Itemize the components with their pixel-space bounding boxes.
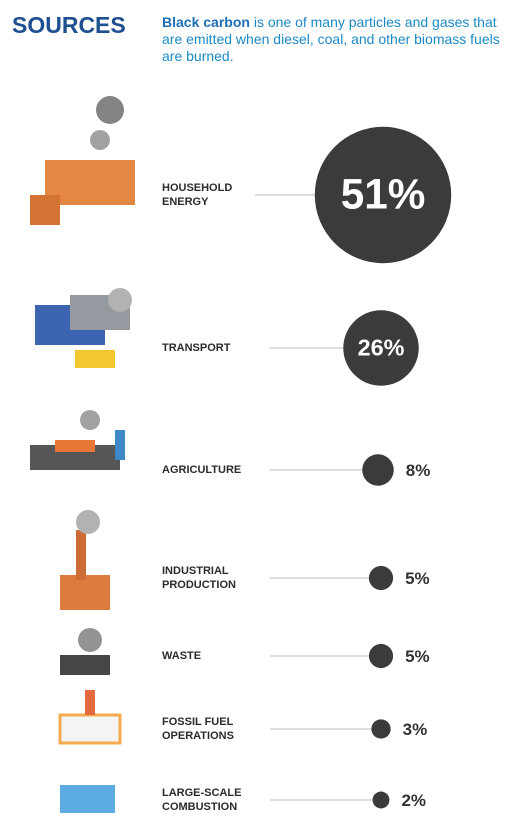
value-label: 26%	[358, 335, 405, 361]
category-label: FOSSIL FUEL OPERATIONS	[162, 716, 234, 742]
category-label: AGRICULTURE	[162, 464, 242, 476]
bubble	[368, 565, 394, 591]
bubble	[314, 126, 452, 264]
value-label: 51%	[341, 171, 426, 218]
bubble	[371, 719, 391, 739]
subtitle-text: is one of many particles and gases that …	[162, 14, 500, 64]
category-label: WASTE	[162, 650, 202, 662]
category-label: INDUSTRIAL PRODUCTION	[162, 565, 236, 591]
value-label: 8%	[406, 461, 431, 480]
icons	[30, 96, 135, 813]
value-label: 3%	[403, 720, 428, 739]
bubble	[343, 310, 419, 386]
title: SOURCES	[12, 12, 126, 38]
bubble	[372, 791, 390, 809]
category-label: HOUSEHOLD ENERGY	[162, 182, 233, 208]
value-label: 2%	[401, 791, 426, 810]
value-label: 5%	[405, 569, 430, 588]
subtitle-bold: Black carbon	[162, 14, 250, 30]
subtitle: Black carbon is one of many particles an…	[162, 14, 502, 65]
bubble	[368, 643, 394, 669]
category-label: LARGE-SCALE COMBUSTION	[162, 787, 242, 813]
bubble	[362, 454, 394, 486]
value-label: 5%	[405, 647, 430, 666]
category-label: TRANSPORT	[162, 342, 231, 354]
